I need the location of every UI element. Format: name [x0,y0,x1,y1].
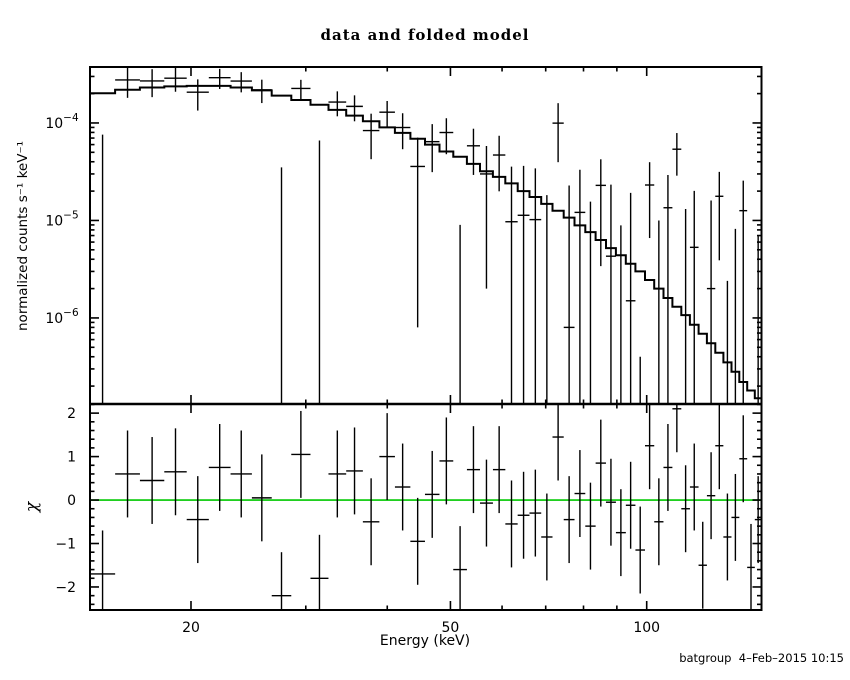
plot-title: data and folded model [320,26,530,44]
svg-text:50: 50 [442,620,460,636]
svg-text:2: 2 [67,406,76,422]
svg-text:10−6: 10−6 [45,307,79,327]
svg-text:0: 0 [67,493,76,509]
chi-axis-label: χ [22,501,42,513]
svg-text:10−4: 10−4 [45,112,79,132]
x-axis-label: Energy (keV) [379,633,471,649]
svg-text:100: 100 [633,620,660,636]
svg-text:10−5: 10−5 [45,209,78,229]
plot-credit: batgroup 4–Feb–2015 10:15 [679,651,844,665]
y-axis-label: normalized counts s⁻¹ keV⁻¹ [15,141,31,331]
svg-text:1: 1 [67,450,76,466]
svg-text:−2: −2 [55,580,76,596]
svg-text:20: 20 [182,620,200,636]
svg-text:−1: −1 [55,537,76,553]
